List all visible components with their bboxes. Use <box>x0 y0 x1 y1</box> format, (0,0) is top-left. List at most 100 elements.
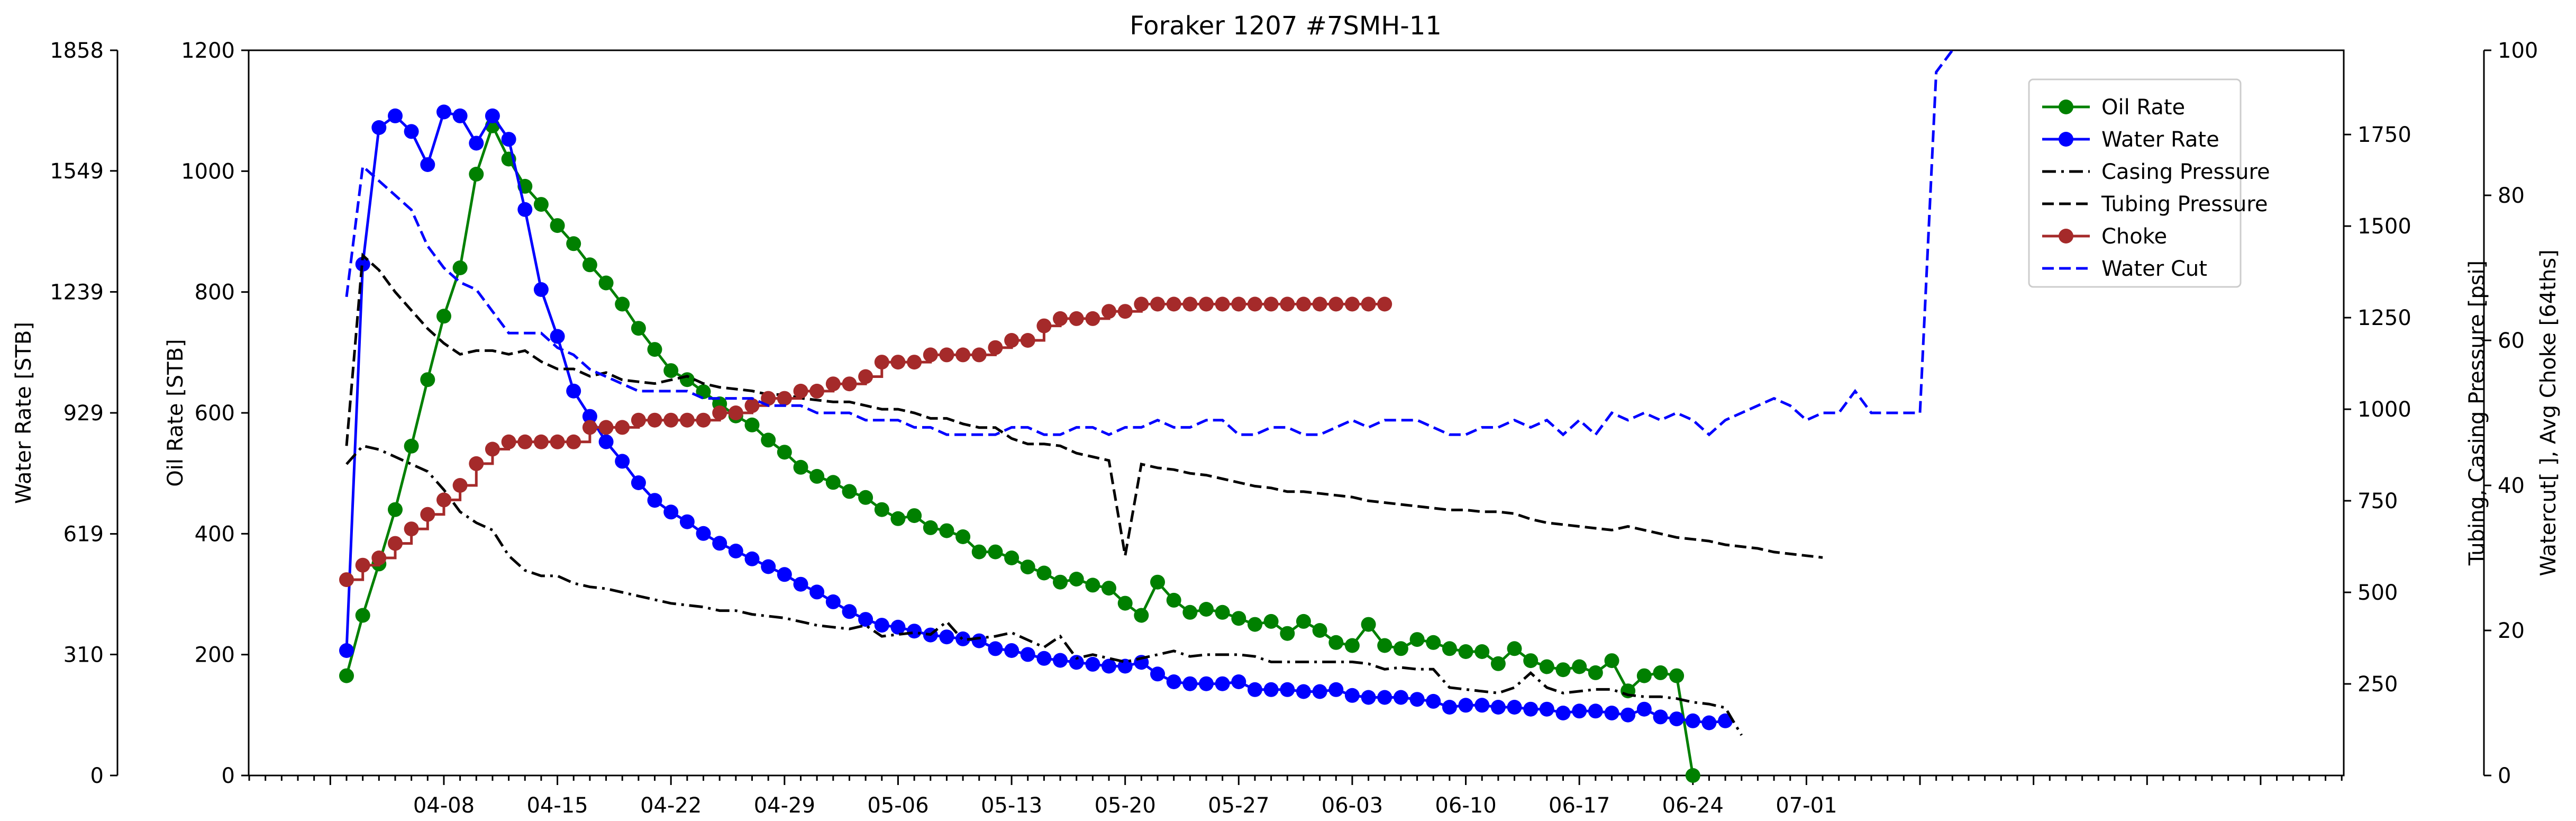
data-point <box>825 594 841 609</box>
data-point <box>1669 711 1685 727</box>
data-point <box>1653 665 1668 680</box>
data-point <box>1377 638 1392 653</box>
data-point <box>339 572 354 588</box>
data-point <box>1296 296 1311 312</box>
data-point <box>1523 653 1539 669</box>
watercut-tick-label: 80 <box>2498 184 2525 208</box>
data-point <box>1134 608 1149 623</box>
data-point <box>1020 560 1035 575</box>
x-tick-label: 06-03 <box>1322 793 1383 818</box>
x-axis: 04-08 04-15 04-22 04-29 05-06 05-13 05-20 05-27… <box>248 775 2343 818</box>
x-tick-label: 06-17 <box>1549 793 1610 818</box>
pressure-tick-label: 1500 <box>2357 214 2411 239</box>
data-point <box>825 376 841 392</box>
x-tick-label: 05-06 <box>867 793 929 818</box>
data-point <box>533 434 549 449</box>
data-point <box>1102 581 1116 596</box>
data-point <box>1572 703 1587 719</box>
water-tick-label: 1549 <box>50 159 104 184</box>
legend-marker <box>2059 132 2073 147</box>
data-point <box>939 523 954 538</box>
data-point <box>1166 674 1181 689</box>
data-point <box>955 347 971 363</box>
pressure-axis: 250 500 750 1000 1250 1500 1750 <box>2343 50 2411 775</box>
series-line <box>345 252 1823 559</box>
data-point <box>1215 676 1230 691</box>
data-point <box>1166 296 1181 312</box>
data-point <box>1328 635 1344 650</box>
data-point <box>436 492 451 508</box>
data-point <box>842 604 857 619</box>
water-tick-label: 310 <box>63 643 104 667</box>
watercut-tick-label: 40 <box>2498 474 2525 498</box>
data-point <box>1182 296 1198 312</box>
data-point <box>533 197 549 212</box>
data-point <box>874 502 889 517</box>
data-point <box>1621 707 1636 723</box>
data-point <box>469 456 484 471</box>
data-point <box>777 391 792 406</box>
series-oil-rate <box>339 118 1700 783</box>
data-point <box>339 668 354 683</box>
data-point <box>728 405 743 420</box>
data-point <box>679 514 695 529</box>
data-point <box>1117 596 1133 611</box>
chart-title: Foraker 1207 #7SMH-11 <box>1130 11 1442 41</box>
data-point <box>1036 651 1052 666</box>
data-point <box>858 490 873 505</box>
data-point <box>1409 692 1425 707</box>
data-point <box>1004 643 1020 658</box>
data-point <box>744 551 760 566</box>
data-point <box>598 275 614 291</box>
data-point <box>696 412 711 428</box>
watercut-tick-label: 60 <box>2498 329 2525 353</box>
data-point <box>1231 674 1246 689</box>
watercut-tick-label: 100 <box>2498 39 2538 63</box>
data-point <box>955 631 971 646</box>
data-point <box>712 536 727 551</box>
water-rate-axis: 0 310 619 929 1239 1549 1858 <box>50 39 119 788</box>
data-point <box>469 136 484 151</box>
data-point <box>388 536 403 551</box>
data-point <box>1377 690 1392 705</box>
pressure-tick-label: 1750 <box>2357 123 2411 147</box>
pressure-tick-label: 250 <box>2357 672 2398 697</box>
data-point <box>696 526 711 541</box>
data-point <box>907 508 922 524</box>
data-point <box>339 643 354 658</box>
data-point <box>1458 644 1473 659</box>
data-point <box>1117 658 1133 674</box>
data-point <box>1409 632 1425 647</box>
data-point <box>809 383 825 399</box>
data-point <box>1296 614 1311 629</box>
water-tick-label: 619 <box>63 522 104 547</box>
data-point <box>404 124 419 139</box>
data-point <box>744 417 760 432</box>
data-point <box>485 441 500 457</box>
legend: Oil Rate Water Rate Casing Pressure Tubing … <box>2028 78 2270 288</box>
data-point <box>1085 656 1100 672</box>
data-point <box>971 347 987 363</box>
data-point <box>890 355 906 370</box>
x-tick-label: 06-24 <box>1662 793 1724 818</box>
oil-tick-label: 0 <box>222 764 235 788</box>
data-point <box>1036 565 1052 581</box>
oil-tick-label: 400 <box>195 522 235 546</box>
data-point <box>485 108 500 123</box>
data-point <box>809 468 825 484</box>
watercut-tick-label: 20 <box>2498 619 2525 643</box>
series-line <box>345 49 1954 437</box>
series-choke <box>339 296 1392 588</box>
data-point <box>1231 611 1246 626</box>
oil-tick-label: 200 <box>195 643 235 667</box>
data-point <box>550 218 565 233</box>
data-point <box>598 420 614 435</box>
x-tick-label: 04-08 <box>413 793 475 818</box>
data-point <box>890 619 906 635</box>
data-point <box>1248 296 1262 312</box>
data-point <box>582 257 597 273</box>
data-point <box>1361 296 1376 312</box>
data-point <box>679 372 695 387</box>
data-point <box>647 342 662 357</box>
